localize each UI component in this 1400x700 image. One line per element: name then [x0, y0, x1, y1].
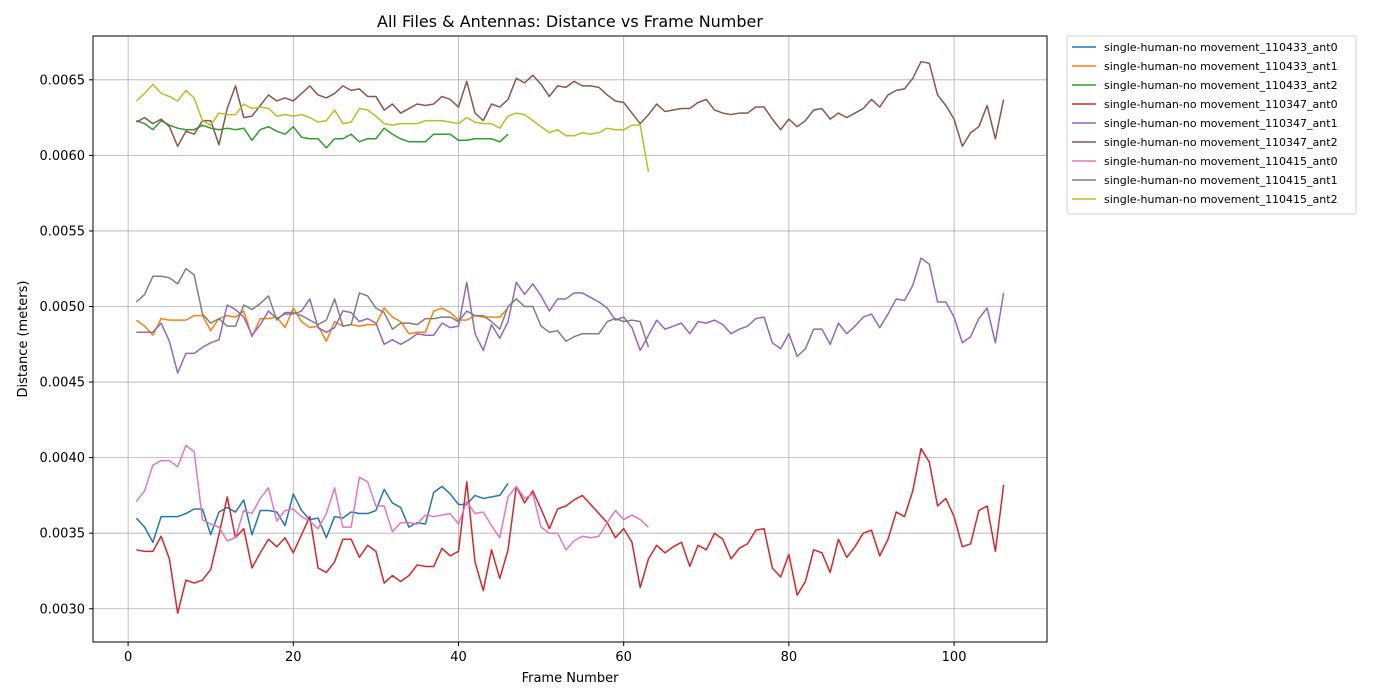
series-line-6 — [135, 444, 649, 551]
legend-label: single-human-no movement_110415_ant0 — [1104, 155, 1338, 168]
series-line-7 — [135, 267, 650, 348]
series-line-5 — [135, 60, 1005, 148]
y-tick-label: 0.0060 — [40, 149, 86, 164]
x-tick-label: 20 — [285, 650, 302, 665]
x-tick-label: 0 — [124, 650, 132, 665]
axes-frame — [92, 35, 1048, 643]
legend-label: single-human-no movement_110415_ant1 — [1104, 174, 1338, 187]
series-line-1 — [135, 307, 509, 343]
y-tick-label: 0.0065 — [40, 73, 86, 88]
series-line-8 — [135, 83, 650, 173]
y-axis-title: Distance (meters) — [16, 281, 31, 398]
x-tick-label: 100 — [942, 650, 967, 665]
chart-title: All Files & Antennas: Distance vs Frame … — [377, 12, 763, 31]
legend-label: single-human-no movement_110433_ant0 — [1104, 41, 1338, 54]
x-axis-title: Frame Number — [522, 671, 620, 686]
y-tick-label: 0.0040 — [40, 451, 86, 466]
y-tick-label: 0.0030 — [40, 602, 86, 617]
y-tick-label: 0.0045 — [40, 376, 86, 391]
legend-label: single-human-no movement_110433_ant1 — [1104, 60, 1338, 73]
y-tick-label: 0.0035 — [40, 527, 86, 542]
legend-label: single-human-no movement_110415_ant2 — [1104, 193, 1338, 206]
legend-label: single-human-no movement_110347_ant1 — [1104, 117, 1338, 130]
plot-area: 0 20 40 60 80 100 0.0030 0.0035 0.0040 0.0045 0.00… — [40, 35, 1048, 665]
x-tick-label: 60 — [615, 650, 632, 665]
legend-label: single-human-no movement_110347_ant2 — [1104, 136, 1338, 149]
legend-label: single-human-no movement_110347_ant0 — [1104, 98, 1338, 111]
series-line-3 — [136, 447, 1005, 615]
y-tick-label: 0.0050 — [40, 300, 86, 315]
legend-label: single-human-no movement_110433_ant2 — [1104, 79, 1338, 92]
x-tick-label: 80 — [781, 650, 798, 665]
legend-box — [1066, 35, 1357, 215]
legend: single-human-no movement_110433_ant0sing… — [1066, 35, 1357, 215]
series-line-0 — [135, 482, 509, 544]
x-tick-label: 40 — [450, 650, 467, 665]
y-tick-label: 0.0055 — [40, 224, 86, 239]
